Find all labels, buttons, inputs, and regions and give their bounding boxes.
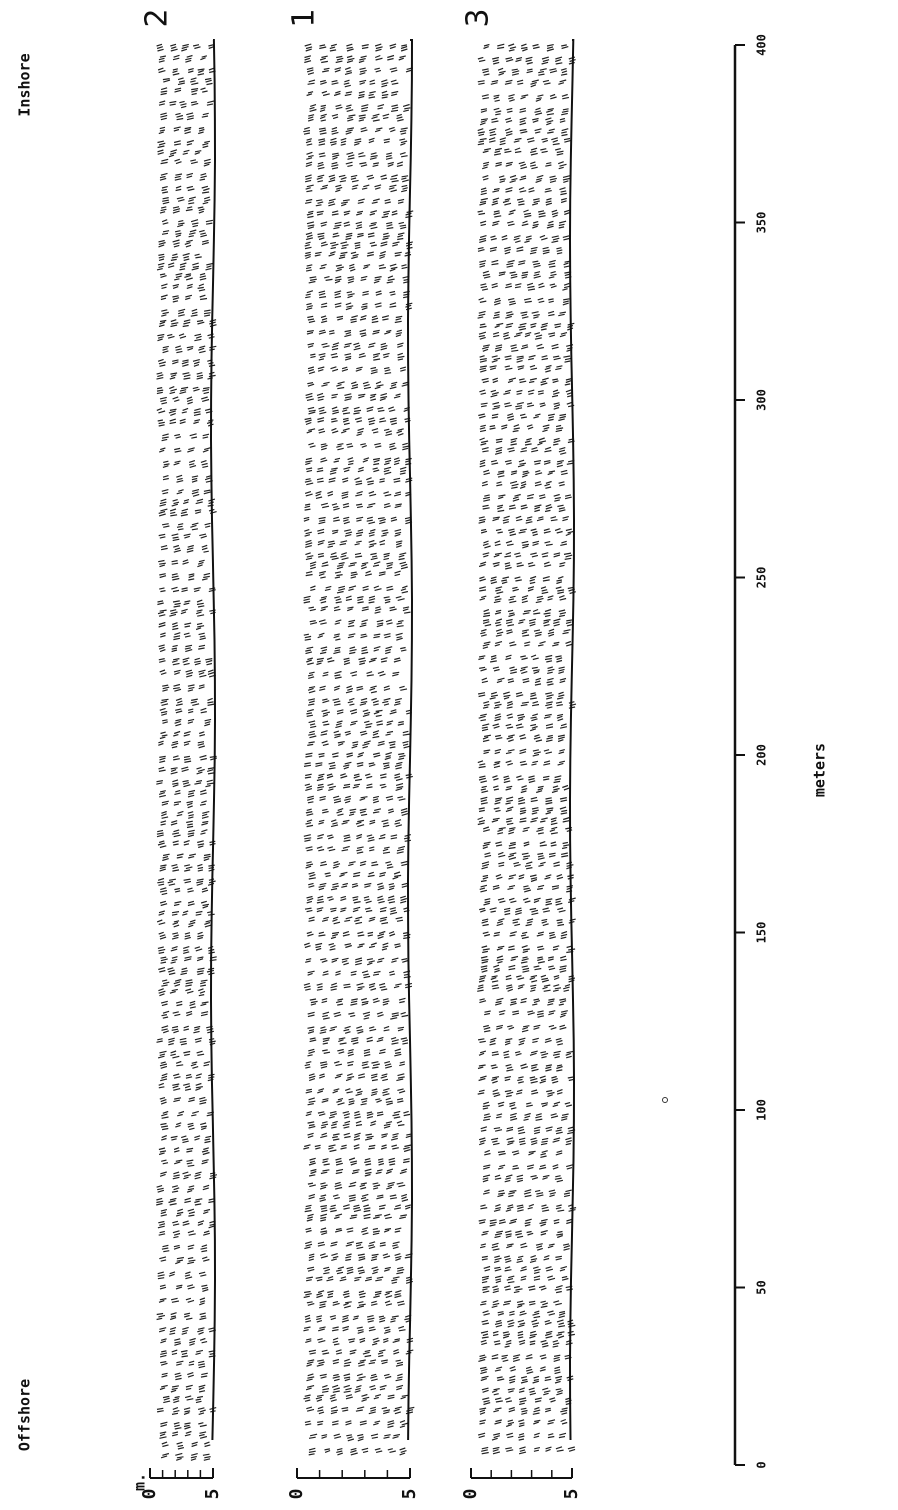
distance-tick-label: 250 <box>755 567 769 589</box>
distance-tick-label: 400 <box>755 34 769 56</box>
speck <box>662 1097 668 1103</box>
depth-tick-label: 0 <box>460 1489 481 1500</box>
depth-tick-label: 0 <box>139 1489 160 1500</box>
distance-tick-label: 150 <box>755 922 769 944</box>
vegetation <box>477 43 577 1455</box>
bottom-profile <box>209 39 217 1441</box>
offshore-label: Offshore <box>16 1379 34 1451</box>
vegetation <box>303 43 415 1456</box>
distance-unit: meters <box>811 743 829 797</box>
distance-tick-label: 300 <box>755 389 769 411</box>
distance-tick-label: 50 <box>755 1280 769 1294</box>
vegetation <box>156 43 218 1461</box>
inshore-label: Inshore <box>16 53 34 116</box>
distance-tick-label: 200 <box>755 744 769 766</box>
bottom-profile <box>406 39 414 1441</box>
depth-unit: m. <box>131 1473 149 1491</box>
depth-tick-label: 5 <box>202 1489 223 1500</box>
depth-tick-label: 0 <box>286 1489 307 1500</box>
bottom-profile <box>568 39 576 1441</box>
depth-tick-label: 5 <box>399 1489 420 1500</box>
transect-label: 2 <box>140 8 175 27</box>
distance-tick-label: 0 <box>755 1461 769 1468</box>
distance-tick-label: 350 <box>755 212 769 234</box>
transect-label: 3 <box>461 8 496 27</box>
depth-tick-label: 5 <box>561 1489 582 1500</box>
distance-tick-label: 100 <box>755 1099 769 1121</box>
transect-label: 1 <box>287 8 322 27</box>
